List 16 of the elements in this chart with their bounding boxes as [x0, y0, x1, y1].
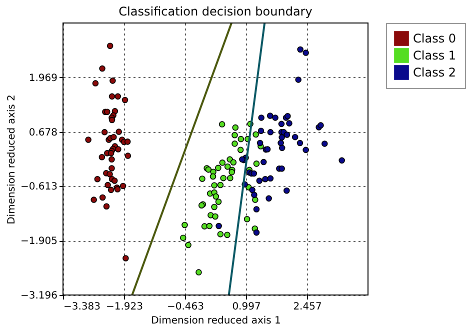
x-tick-label: −0.463 — [166, 302, 204, 312]
y-tick-label: −3.196 — [20, 290, 58, 302]
y-tick-label: −0.613 — [20, 182, 58, 193]
legend-label: Class 0 — [413, 32, 456, 46]
x-tick-label: 2.457 — [293, 302, 322, 312]
legend-label: Class 2 — [413, 66, 456, 80]
x-axis-title: Dimension reduced axis 1 — [151, 316, 281, 326]
x-tick-label: −1.923 — [106, 302, 144, 312]
y-tick-label: 0.678 — [28, 127, 58, 138]
x-tick-label: −3.383 — [64, 302, 101, 312]
x-tick-label: 0.997 — [232, 302, 261, 312]
y-axis-title: Dimension reduced axis 2 — [6, 94, 18, 224]
legend-label: Class 1 — [413, 48, 456, 62]
y-tick-label: 1.969 — [28, 72, 58, 84]
y-tick-label: −1.905 — [20, 236, 58, 248]
chart-title: Classification decision boundary — [118, 4, 312, 18]
